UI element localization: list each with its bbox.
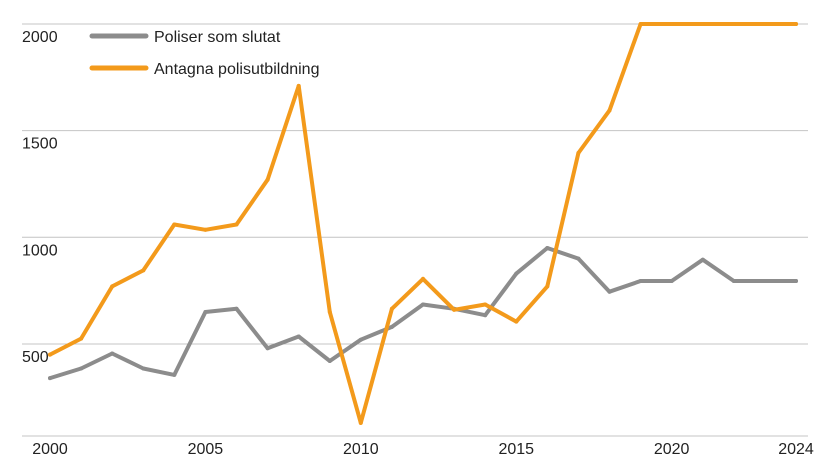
series-line-2: [48, 22, 798, 425]
series-2-point-2018: [607, 108, 612, 113]
series-1-point-2021: [700, 257, 705, 262]
series-1-point-2009: [327, 359, 332, 363]
series-1-point-2006: [234, 306, 239, 311]
series-2-point-2002: [110, 284, 115, 289]
series-2-point-2004: [172, 222, 177, 227]
series-2-point-2024: [794, 22, 798, 26]
series-2-point-2005: [203, 227, 208, 232]
series-2-point-2022: [731, 22, 736, 26]
series-1-point-2016: [545, 246, 550, 250]
grid-lines: [22, 23, 808, 437]
x-tick-2005: 2005: [188, 441, 224, 458]
series-1-point-2024: [794, 279, 798, 283]
series-1-point-2005: [203, 310, 208, 314]
series-2-point-2023: [762, 22, 767, 26]
series-1-point-2002: [110, 351, 115, 356]
series-1-point-2001: [79, 366, 84, 371]
series-2-point-2008: [296, 83, 301, 88]
series-2-point-2019: [638, 22, 643, 26]
series-2-point-2016: [545, 284, 550, 289]
legend-label-2: Antagna polisutbildning: [154, 61, 319, 78]
series-1-point-2015: [514, 271, 519, 276]
y-tick-1500: 1500: [22, 136, 58, 153]
series-2-point-2015: [514, 319, 519, 324]
legend-label-1: Poliser som slutat: [154, 29, 281, 46]
series-1-point-2017: [576, 256, 581, 261]
series-1-point-2010: [358, 337, 363, 342]
x-tick-2024: 2024: [778, 441, 814, 458]
series-1-point-2020: [669, 279, 674, 283]
series-1-point-2018: [607, 289, 612, 294]
series-1-point-2012: [421, 302, 425, 307]
series-line-1: [48, 246, 798, 381]
series-1-point-2007: [265, 346, 270, 351]
series-2-point-2006: [234, 222, 239, 227]
x-tick-2015: 2015: [498, 441, 534, 458]
series-1-point-2008: [296, 334, 301, 339]
series-2-point-2010: [358, 420, 363, 425]
y-tick-500: 500: [22, 349, 49, 366]
y-tick-1000: 1000: [22, 242, 58, 259]
x-tick-2020: 2020: [654, 441, 690, 458]
series-2-point-2007: [265, 177, 270, 182]
series-2-point-2009: [327, 310, 332, 314]
series-1-point-2019: [638, 279, 643, 283]
series-1-point-2023: [762, 279, 767, 283]
legend: Poliser som slutat Antagna polisutbildnin…: [89, 29, 319, 78]
series-1-point-2004: [172, 372, 177, 377]
series-layer: [48, 22, 798, 425]
series-1-point-2003: [141, 366, 146, 371]
series-2-point-2011: [389, 306, 394, 311]
x-tick-2000: 2000: [32, 441, 68, 458]
series-2-point-2003: [141, 268, 146, 273]
series-2-point-2013: [452, 307, 457, 312]
series-2-point-2012: [421, 276, 425, 281]
axis-ticks: 500 1000 1500 2000 2000 2005 2010 2015 2020 2024: [22, 29, 814, 458]
series-2-point-2000: [48, 352, 52, 357]
series-2-point-2017: [576, 151, 581, 155]
series-2-point-2001: [79, 336, 84, 341]
series-2-point-2021: [700, 22, 705, 26]
series-1-point-2014: [483, 313, 488, 318]
series-1-point-2000: [48, 376, 52, 381]
series-1-point-2022: [731, 279, 736, 283]
x-tick-2010: 2010: [343, 441, 379, 458]
series-2-point-2020: [669, 22, 674, 26]
series-2-point-2014: [483, 302, 488, 307]
y-tick-2000: 2000: [22, 29, 58, 46]
series-1-point-2011: [389, 324, 394, 329]
